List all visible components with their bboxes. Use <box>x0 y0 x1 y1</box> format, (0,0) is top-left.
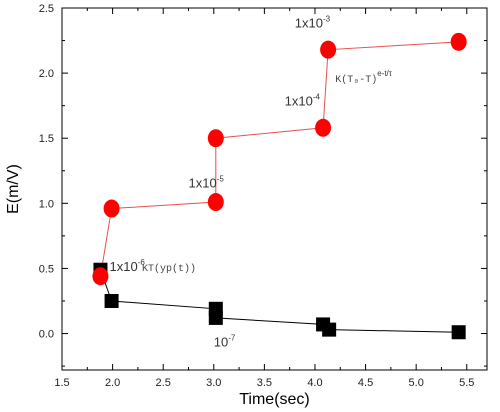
square-point <box>322 322 337 337</box>
y-tick-label: 2.0 <box>39 68 54 80</box>
x-axis-title: Time(sec) <box>239 391 310 408</box>
circle-point <box>315 118 332 137</box>
y-tick-label: 2.5 <box>39 3 54 15</box>
x-tick-label: 1.5 <box>54 377 69 389</box>
circle-point <box>450 32 467 51</box>
annotation-label: 1x10-5 <box>188 175 224 191</box>
axes: 1.5 2.0 2.5 3.0 3.5 4.0 4.5 5.0 5.5 0.0 0.5 1.0 1.5 2… <box>39 3 488 389</box>
square-point <box>208 310 223 325</box>
circle-point <box>92 267 109 286</box>
annotation-label: 10-7 <box>214 334 236 350</box>
y-tick-label: 1.0 <box>39 198 54 210</box>
square-point <box>104 293 119 308</box>
annotation-layer: 1x10-3 1x10-4 1x10-5 1x10-6 10-7 K(T₀-T)e-t/τ… <box>110 15 393 350</box>
x-tick-label: 2.0 <box>105 377 120 389</box>
series-layer <box>92 32 467 340</box>
y-tick-label: 1.5 <box>39 133 54 145</box>
square-point <box>451 325 466 340</box>
annotation-label: 1x10-6 <box>110 258 146 274</box>
y-axis-title: E(m/V) <box>5 164 22 214</box>
red-series-line <box>99 41 459 277</box>
x-tick-label: 2.5 <box>156 377 171 389</box>
y-tick-label: 0.5 <box>39 263 54 275</box>
annotation-label: K(T₀-T)e-t/τ <box>335 69 393 86</box>
black-series-line <box>99 269 459 333</box>
circle-point <box>103 199 120 218</box>
x-tick-label: 3.0 <box>206 377 221 389</box>
annotation-label: 1x10-3 <box>295 15 331 31</box>
y-tick-label: 0.0 <box>39 329 54 341</box>
x-tick-label: 5.5 <box>459 377 474 389</box>
annotation-label: 1x10-4 <box>285 93 321 109</box>
x-tick-label: 3.5 <box>257 377 272 389</box>
circle-point <box>207 129 224 148</box>
annotation-label: KT(yp(t)) <box>142 263 196 275</box>
x-tick-label: 4.0 <box>307 377 322 389</box>
plot-frame <box>61 7 488 371</box>
circle-point <box>207 193 224 212</box>
x-tick-label: 5.0 <box>409 377 424 389</box>
x-tick-label: 4.5 <box>358 377 373 389</box>
circle-point <box>320 40 337 59</box>
